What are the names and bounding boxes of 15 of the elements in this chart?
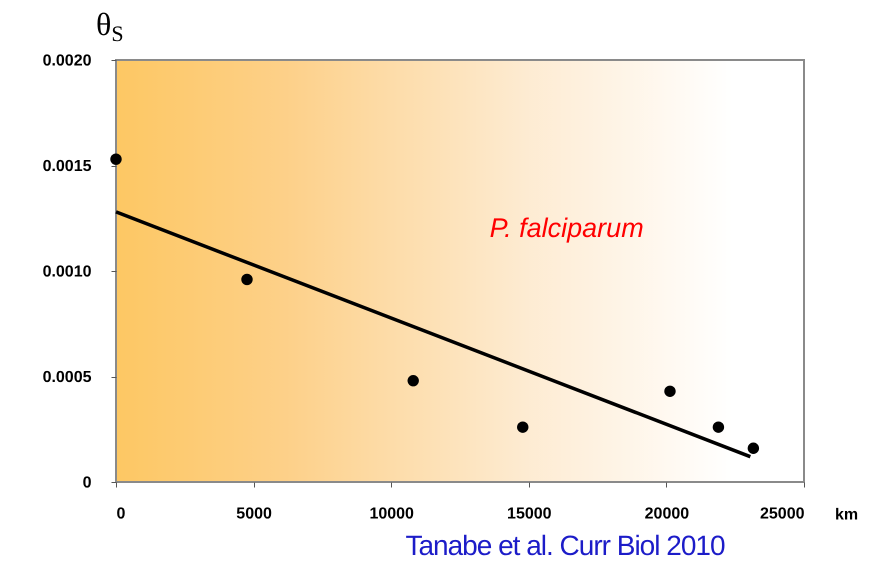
x-tick-label: 20000 (644, 506, 690, 522)
y-tick-label: 0 (82, 474, 92, 492)
x-tick-label: 0 (116, 506, 126, 522)
x-axis-title: km (834, 506, 858, 524)
y-tick-label: 0.0015 (42, 158, 92, 175)
y-tick-label: 0.0005 (42, 369, 92, 386)
y-tick-label: 0.0010 (42, 264, 92, 280)
x-tick-label: 25000 (760, 506, 805, 522)
y-tick-label: 0.0020 (42, 52, 92, 70)
text: Tanabe et al. Curr Biol 2010 (404, 530, 726, 562)
x-tick-label: 10000 (369, 506, 414, 522)
x-tick-label: 5000 (236, 506, 272, 522)
annotation: P. falciparum (490, 212, 644, 243)
x-tick-label: 15000 (507, 506, 552, 522)
y-axis-title: θ$_{S}$ (96, 6, 124, 47)
